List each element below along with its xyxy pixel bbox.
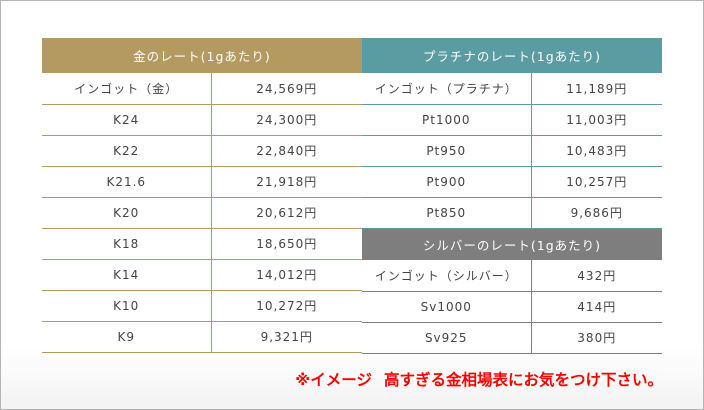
gold-rate-table: 金のレート(1gあたり) インゴット（金） 24,569円 K24 24,300円 K2…: [42, 38, 362, 353]
rate-price: 9,686円: [531, 197, 662, 229]
rate-price: 11,189円: [531, 73, 662, 105]
rate-price: 22,840円: [211, 135, 362, 167]
rate-price: 10,272円: [211, 290, 362, 322]
platinum-silver-rate-table: プラチナのレート(1gあたり) インゴット（プラチナ） 11,189円 Pt1000…: [362, 38, 662, 354]
table-row: K21.6 21,918円: [42, 166, 362, 198]
gold-table-title: 金のレート(1gあたり): [42, 38, 362, 73]
note-prefix: ※イメージ: [295, 371, 372, 389]
rate-item: Pt1000: [362, 104, 532, 136]
rate-item: K18: [42, 228, 212, 260]
rate-item: K14: [42, 259, 212, 291]
table-row: インゴット（プラチナ） 11,189円: [362, 73, 662, 105]
table-row: K18 18,650円: [42, 228, 362, 260]
rate-price: 11,003円: [531, 104, 662, 136]
table-row: K22 22,840円: [42, 135, 362, 167]
rate-item: K22: [42, 135, 212, 167]
table-row: インゴット（金） 24,569円: [42, 73, 362, 105]
note-text: 高すぎる金相場表にお気をつけ下さい。: [383, 371, 663, 389]
rate-item: Sv1000: [362, 291, 532, 323]
rate-price: 9,321円: [211, 321, 362, 353]
rate-item: Pt850: [362, 197, 532, 229]
rate-item: K9: [42, 321, 212, 353]
table-row: K10 10,272円: [42, 290, 362, 322]
platinum-table-title: プラチナのレート(1gあたり): [362, 38, 662, 73]
table-row: インゴット（シルバー） 432円: [362, 260, 662, 292]
rate-price: 18,650円: [211, 228, 362, 260]
table-row: K14 14,012円: [42, 259, 362, 291]
rate-price: 432円: [531, 260, 662, 292]
rate-item: インゴット（金）: [42, 73, 212, 105]
table-row: K20 20,612円: [42, 197, 362, 229]
rate-item: K10: [42, 290, 212, 322]
rate-price: 14,012円: [211, 259, 362, 291]
rate-price: 414円: [531, 291, 662, 323]
silver-table-title: シルバーのレート(1gあたり): [362, 228, 662, 260]
table-row: K24 24,300円: [42, 104, 362, 136]
table-row: Pt1000 11,003円: [362, 104, 662, 136]
rate-price: 21,918円: [211, 166, 362, 198]
rate-item: インゴット（シルバー）: [362, 260, 532, 292]
rate-price: 10,257円: [531, 166, 662, 198]
rate-price: 24,569円: [211, 73, 362, 105]
rate-price: 20,612円: [211, 197, 362, 229]
rate-price: 10,483円: [531, 135, 662, 167]
rate-item: インゴット（プラチナ）: [362, 73, 532, 105]
table-row: Pt950 10,483円: [362, 135, 662, 167]
rate-item: Pt900: [362, 166, 532, 198]
rate-item: K24: [42, 104, 212, 136]
table-row: Sv1000 414円: [362, 291, 662, 323]
table-row: Pt900 10,257円: [362, 166, 662, 198]
table-row: K9 9,321円: [42, 321, 362, 353]
rate-item: Pt950: [362, 135, 532, 167]
table-row: Pt850 9,686円: [362, 197, 662, 229]
table-row: Sv925 380円: [362, 322, 662, 354]
rate-item: K20: [42, 197, 212, 229]
warning-note: ※イメージ 高すぎる金相場表にお気をつけ下さい。: [295, 368, 663, 390]
rate-price: 380円: [531, 322, 662, 354]
rate-item: Sv925: [362, 322, 532, 354]
rate-item: K21.6: [42, 166, 212, 198]
rate-price: 24,300円: [211, 104, 362, 136]
